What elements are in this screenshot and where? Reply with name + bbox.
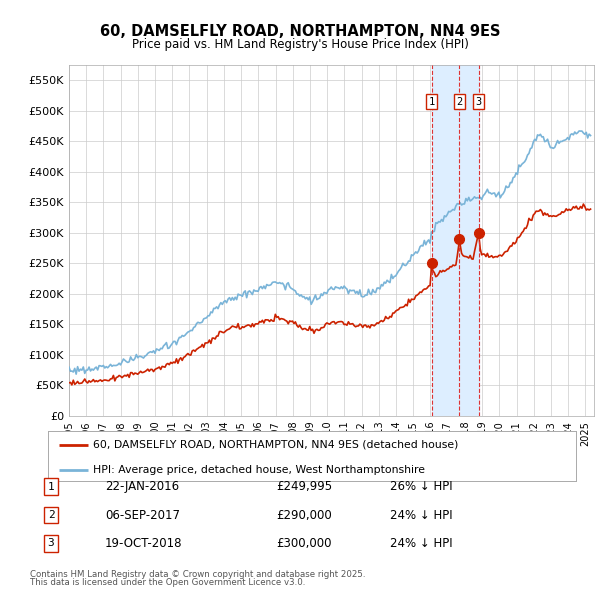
Text: 06-SEP-2017: 06-SEP-2017	[105, 509, 180, 522]
Text: 3: 3	[47, 539, 55, 548]
Text: 1: 1	[428, 97, 435, 107]
Text: 1: 1	[47, 482, 55, 491]
Text: 22-JAN-2016: 22-JAN-2016	[105, 480, 179, 493]
Text: 60, DAMSELFLY ROAD, NORTHAMPTON, NN4 9ES: 60, DAMSELFLY ROAD, NORTHAMPTON, NN4 9ES	[100, 24, 500, 38]
Text: £290,000: £290,000	[276, 509, 332, 522]
Text: HPI: Average price, detached house, West Northamptonshire: HPI: Average price, detached house, West…	[93, 465, 425, 475]
Text: 19-OCT-2018: 19-OCT-2018	[105, 537, 182, 550]
Text: £300,000: £300,000	[276, 537, 331, 550]
Bar	[431, 65, 479, 416]
Text: 26% ↓ HPI: 26% ↓ HPI	[390, 480, 452, 493]
Text: Contains HM Land Registry data © Crown copyright and database right 2025.: Contains HM Land Registry data © Crown c…	[30, 570, 365, 579]
Text: 24% ↓ HPI: 24% ↓ HPI	[390, 537, 452, 550]
Text: 2: 2	[456, 97, 463, 107]
Text: Price paid vs. HM Land Registry's House Price Index (HPI): Price paid vs. HM Land Registry's House …	[131, 38, 469, 51]
Text: 24% ↓ HPI: 24% ↓ HPI	[390, 509, 452, 522]
Text: £249,995: £249,995	[276, 480, 332, 493]
Text: 3: 3	[475, 97, 482, 107]
Text: 2: 2	[47, 510, 55, 520]
Text: This data is licensed under the Open Government Licence v3.0.: This data is licensed under the Open Gov…	[30, 578, 305, 587]
Text: 60, DAMSELFLY ROAD, NORTHAMPTON, NN4 9ES (detached house): 60, DAMSELFLY ROAD, NORTHAMPTON, NN4 9ES…	[93, 440, 458, 450]
